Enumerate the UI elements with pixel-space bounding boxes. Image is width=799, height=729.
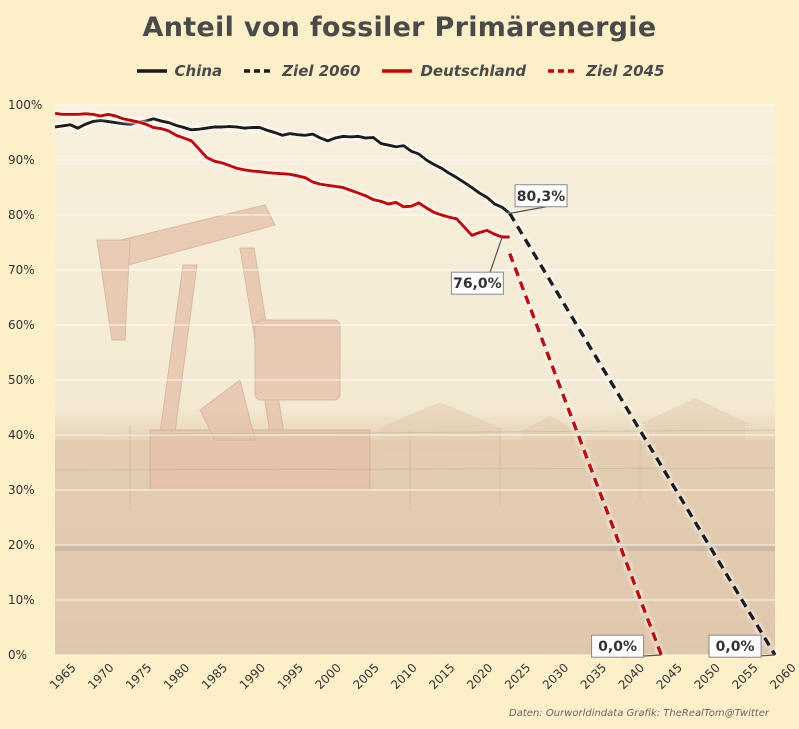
data-label-pointer [509,206,547,214]
legend: China Ziel 2060 Deutschland Ziel 2045 [0,62,799,80]
legend-item: Ziel 2045 [546,62,664,80]
x-tick-label: 1995 [275,661,306,692]
y-tick-label: 70% [8,263,35,277]
data-label: 0,0% [591,634,662,658]
legend-label: Deutschland [420,62,527,80]
source-credit: Daten: Ourworldindata Grafik: TheRealTom… [509,708,769,719]
series-lines [54,111,777,656]
legend-item: Ziel 2060 [242,62,360,80]
data-label-box [450,271,504,295]
legend-label: China [174,62,223,80]
x-tick-label: 2040 [616,661,647,692]
y-tick-label: 80% [8,208,35,222]
y-tick-label: 10% [8,593,35,607]
legend-swatch [382,69,413,73]
y-tick-label: 90% [8,153,35,167]
x-axis: 1965 1970 1975 1980 1985 1990 1995 2000 2005 2010… [47,661,798,692]
legend-swatch [136,69,167,73]
y-tick-label: 100% [8,98,42,112]
series-ziel-2060 [508,212,777,656]
x-tick-label: 1990 [237,661,268,692]
x-tick-label: 2015 [426,661,457,692]
y-tick-label: 40% [8,428,35,442]
x-tick-label: 1980 [161,661,192,692]
x-tick-label: 1985 [199,661,230,692]
y-tick-label: 20% [8,538,35,552]
series-ziel-2045 [508,252,663,656]
data-label: 0,0% [708,634,776,658]
chart-title: Anteil von fossiler Primärenergie [142,12,657,43]
x-tick-label: 2060 [767,661,798,692]
legend-swatch [548,69,579,73]
y-axis: 0% 10% 20% 30% 40% 50% 60% 70% 80% 90% 100% [8,98,42,662]
x-tick-label: 2025 [502,661,533,692]
data-label: 80,3% [509,184,568,214]
annotations: 80,3% 76,0% 0,0% 0,0% [450,184,776,658]
data-label: 76,0% [450,236,504,295]
gridlines [55,104,775,656]
series-deutschland [54,111,510,239]
legend-label: Ziel 2060 [282,62,361,80]
x-tick-label: 1975 [123,661,154,692]
x-tick-label: 2005 [350,661,381,692]
data-label-text: 0,0% [598,639,637,655]
x-tick-label: 2055 [729,661,760,692]
data-label-text: 76,0% [453,276,502,292]
x-tick-label: 1965 [47,661,78,692]
series-china [54,117,511,215]
y-tick-label: 60% [8,318,35,332]
legend-item: Deutschland [380,62,526,80]
x-tick-label: 2010 [388,661,419,692]
y-tick-label: 50% [8,373,35,387]
x-tick-label: 2020 [464,661,495,692]
y-tick-label: 0% [8,648,27,662]
data-label-box [514,184,568,208]
legend-item: China [135,62,223,80]
x-tick-label: 2030 [540,661,571,692]
legend-swatch [244,69,275,73]
x-tick-label: 2000 [312,661,343,692]
data-label-box [591,634,645,658]
legend-label: Ziel 2045 [586,62,665,80]
x-tick-label: 2050 [691,661,722,692]
x-tick-label: 2035 [578,661,609,692]
data-label-text: 0,0% [716,639,755,655]
y-tick-label: 30% [8,483,35,497]
data-label-box [708,634,762,658]
x-tick-label: 1970 [85,661,116,692]
x-tick-label: 2045 [654,661,685,692]
data-label-text: 80,3% [517,189,566,205]
